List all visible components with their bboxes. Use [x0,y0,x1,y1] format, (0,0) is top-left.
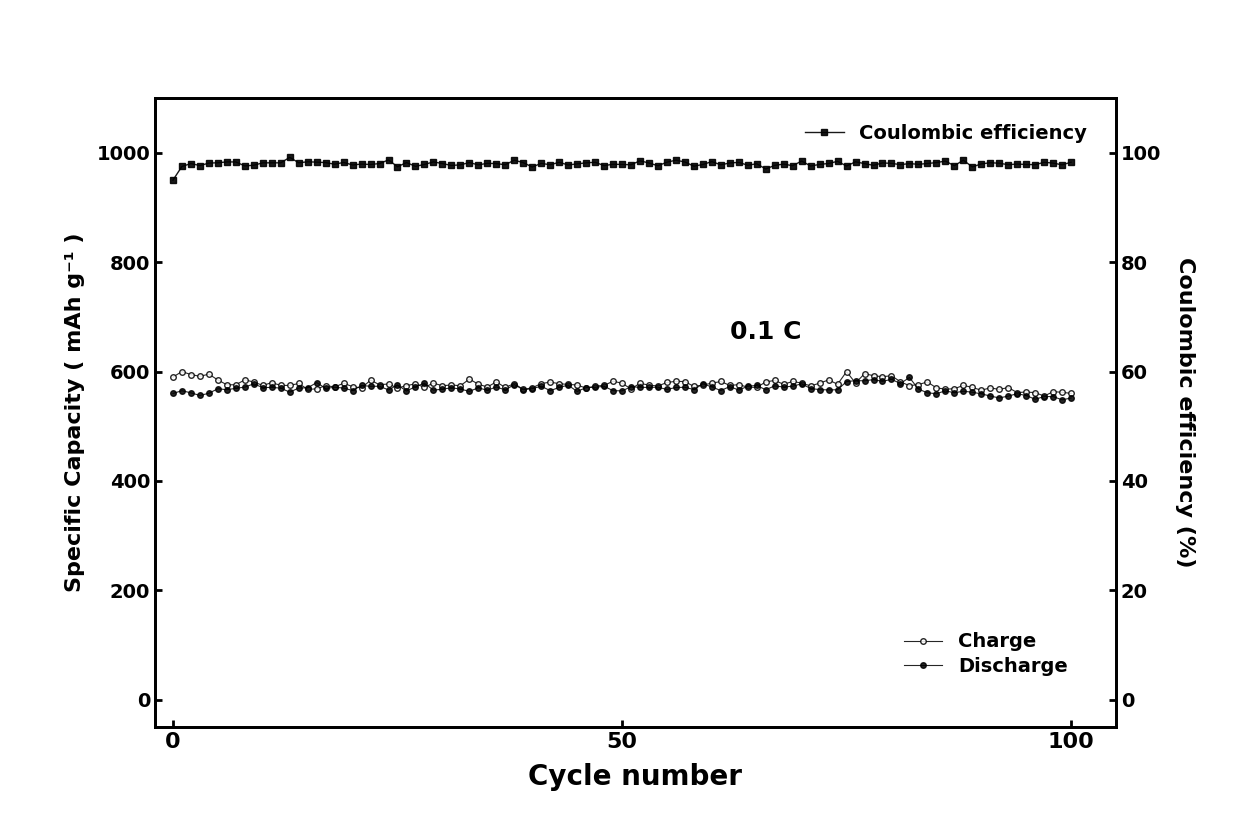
Discharge [391,380,405,390]
Charge [713,377,728,386]
Line: Discharge: Discharge [170,375,1074,403]
Y-axis label: Coulombic efficiency (%): Coulombic efficiency (%) [1176,257,1195,568]
Charge [175,367,190,377]
Discharge [1055,395,1070,404]
Coulombic efficiency [228,157,243,167]
Discharge [704,382,719,392]
Coulombic efficiency [804,161,818,171]
Charge [1064,389,1079,399]
X-axis label: Cycle number: Cycle number [528,763,743,791]
Coulombic efficiency [1064,158,1079,167]
Text: 0.1 C: 0.1 C [730,319,801,344]
Discharge [228,383,243,393]
Coulombic efficiency [165,175,180,185]
Charge [804,381,818,391]
Line: Coulombic efficiency: Coulombic efficiency [170,154,1074,183]
Charge [1037,391,1052,401]
Coulombic efficiency [399,158,414,167]
Line: Charge: Charge [170,368,1074,399]
Charge [165,372,180,382]
Legend: Charge, Discharge: Charge, Discharge [894,623,1078,686]
Charge [588,382,603,391]
Discharge [794,379,808,389]
Discharge [165,389,180,399]
Coulombic efficiency [713,160,728,170]
Coulombic efficiency [848,157,863,167]
Y-axis label: Specific Capacity ( mAh g⁻¹ ): Specific Capacity ( mAh g⁻¹ ) [66,233,86,592]
Coulombic efficiency [283,153,298,163]
Charge [848,378,863,388]
Discharge [901,373,916,382]
Discharge [1064,393,1079,403]
Coulombic efficiency [588,158,603,167]
Discharge [579,382,594,392]
Charge [237,375,252,385]
Charge [399,381,414,391]
Legend: Coulombic efficiency: Coulombic efficiency [795,114,1096,153]
Discharge [839,377,854,386]
